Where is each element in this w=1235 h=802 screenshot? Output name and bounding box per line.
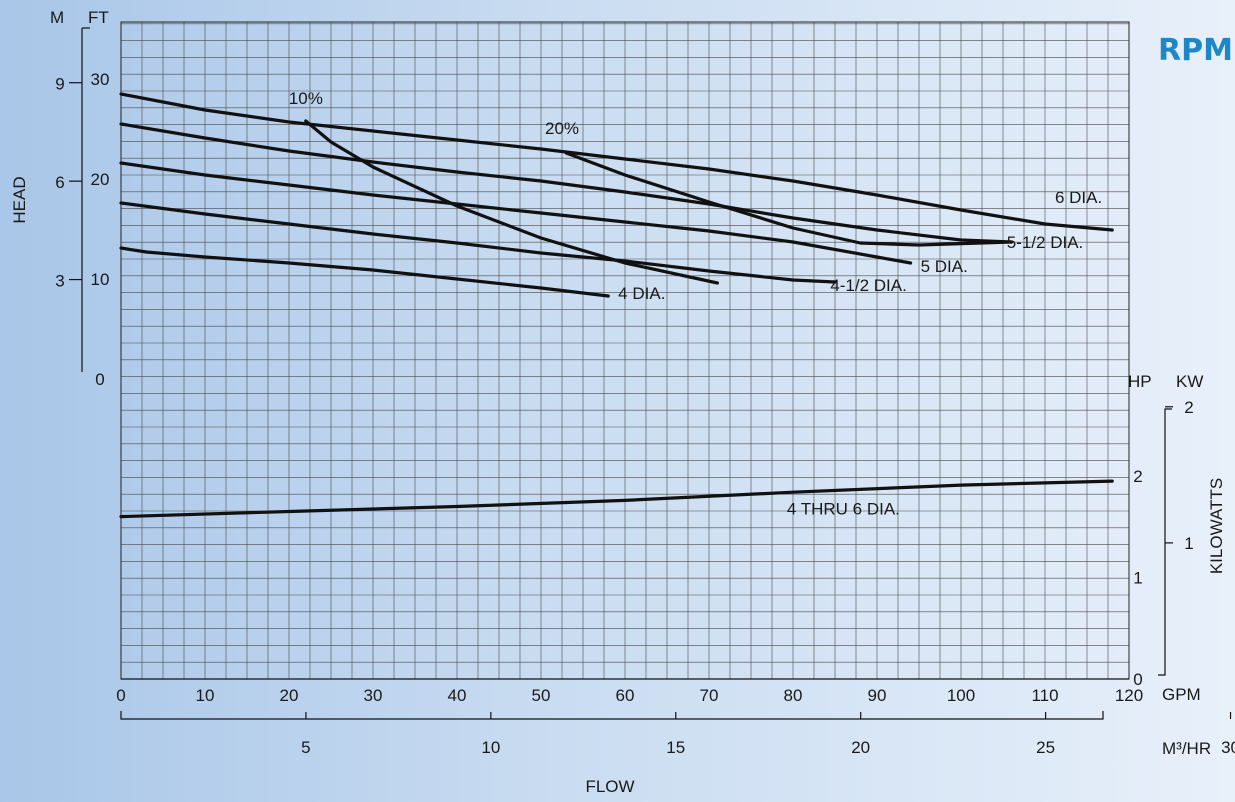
m3hr-tick-label: 5 <box>301 738 310 757</box>
gpm-tick-label: 120 <box>1115 686 1143 705</box>
efficiency-line <box>564 151 1014 247</box>
gpm-tick-label: 30 <box>364 686 383 705</box>
hp-tick-label: 2 <box>1133 467 1142 486</box>
head-m-tick-label: 9 <box>55 75 64 94</box>
m3hr-unit: M³/HR <box>1162 739 1211 758</box>
head-curve <box>119 161 913 265</box>
gpm-tick-label: 100 <box>947 686 975 705</box>
series-label-5-1-2-dia: 5-1/2 DIA. <box>1007 233 1084 252</box>
series-label-power: 4 THRU 6 DIA. <box>787 500 900 519</box>
power-curve <box>119 479 1114 519</box>
head-m-tick-label: 6 <box>55 173 64 192</box>
head-ft-tick-label: 10 <box>91 270 110 289</box>
efficiency-label-20: 20% <box>545 119 579 138</box>
gpm-tick-label: 20 <box>280 686 299 705</box>
hp-unit: HP <box>1128 372 1152 391</box>
m3hr-tick-label: 20 <box>851 738 870 757</box>
head-label: HEAD <box>10 176 29 223</box>
kw-tick-label: 1 <box>1184 534 1193 553</box>
head-curve <box>119 246 610 298</box>
kw-axis-bracket <box>1158 408 1172 676</box>
efficiency-line <box>304 119 720 285</box>
hp-tick-label: 1 <box>1133 569 1142 588</box>
gpm-tick-label: 50 <box>532 686 551 705</box>
kilowatts-label: KILOWATTS <box>1207 478 1226 574</box>
hp-tick-label: 0 <box>1133 670 1142 689</box>
grid <box>120 21 1130 680</box>
m3hr-tick-label: 25 <box>1036 738 1055 757</box>
m3hr-tick-label: 10 <box>481 738 500 757</box>
head-curve <box>119 92 1114 232</box>
kw-unit: KW <box>1176 372 1203 391</box>
head-curve <box>119 201 837 284</box>
gpm-tick-label: 80 <box>784 686 803 705</box>
head-m-unit: M <box>50 8 64 27</box>
series-label-5-dia: 5 DIA. <box>921 257 968 276</box>
gpm-tick-label: 40 <box>448 686 467 705</box>
efficiency-label-10: 10% <box>289 89 323 108</box>
series-label-4-dia: 4 DIA. <box>618 284 665 303</box>
gpm-tick-label: 110 <box>1031 686 1058 705</box>
head-ft-tick-label: 30 <box>91 70 110 89</box>
series-label-6-dia: 6 DIA. <box>1055 188 1102 207</box>
gpm-unit: GPM <box>1162 685 1201 704</box>
m3hr-tick-label: 30 <box>1221 738 1235 757</box>
gpm-tick-label: 10 <box>196 686 215 705</box>
flow-label: FLOW <box>585 777 634 796</box>
rpm-label: RPM: <box>1158 33 1235 68</box>
head-ft-tick-label: 20 <box>91 170 110 189</box>
head-ft-tick-label: 0 <box>95 370 104 389</box>
gpm-tick-label: 60 <box>616 686 635 705</box>
m3hr-axis-line <box>120 711 1104 720</box>
m3hr-tick-label: 15 <box>666 738 685 757</box>
gpm-tick-label: 0 <box>116 686 125 705</box>
head-ft-unit: FT <box>88 8 109 27</box>
head-m-tick-label: 3 <box>55 272 64 291</box>
head-curve <box>119 122 1014 244</box>
series-label-4-1-2-dia: 4-1/2 DIA. <box>830 276 907 295</box>
gpm-tick-label: 70 <box>700 686 719 705</box>
kw-tick-label: 2 <box>1184 398 1193 417</box>
gpm-tick-label: 90 <box>868 686 887 705</box>
